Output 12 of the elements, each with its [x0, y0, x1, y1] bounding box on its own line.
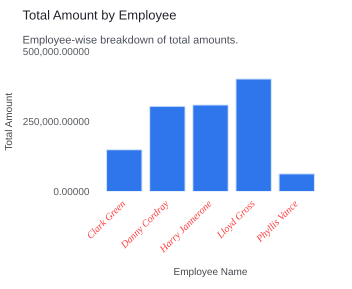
chart-title: Total Amount by Employee	[22, 8, 176, 22]
bar	[149, 106, 186, 192]
x-axis-title: Employee Name	[174, 266, 248, 278]
y-axis-title: Total Amount	[4, 92, 15, 151]
bar	[192, 104, 229, 192]
y-tick-label: 250,000.00000	[22, 117, 90, 128]
bar	[106, 149, 142, 192]
bar	[235, 78, 272, 192]
chart-subtitle: Employee-wise breakdown of total amounts.	[22, 34, 238, 46]
y-tick-label: 0.00000	[53, 187, 90, 198]
y-tick-label: 500,000.00000	[22, 47, 90, 58]
bar	[278, 173, 315, 192]
